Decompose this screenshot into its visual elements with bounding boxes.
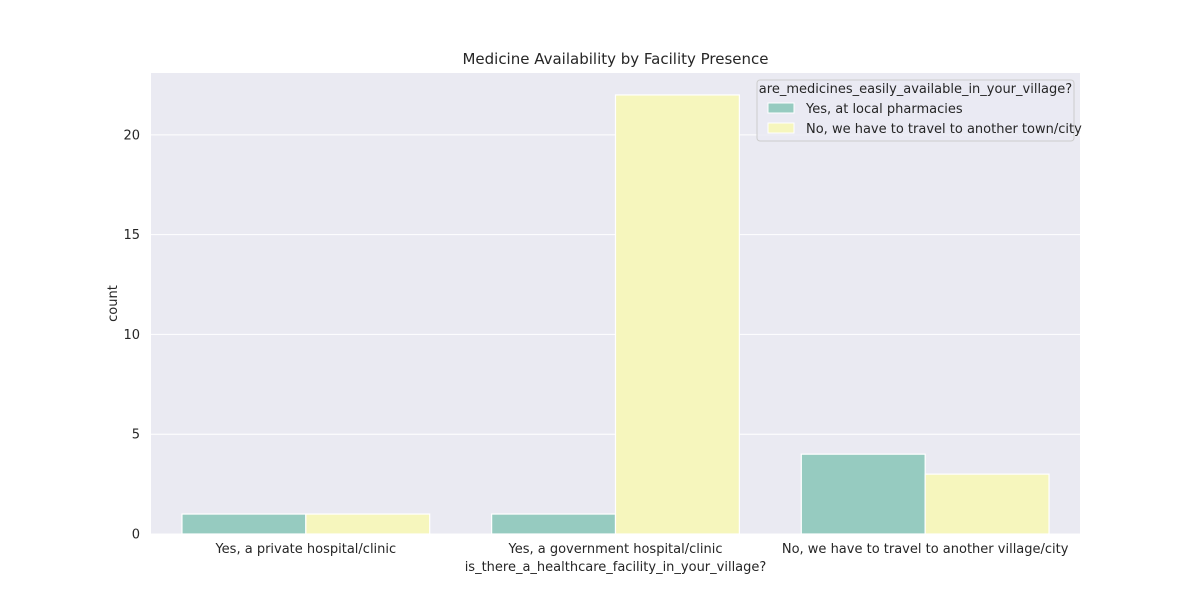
legend: are_medicines_easily_available_in_your_v… [756,79,1082,142]
y-tick-label: 10 [123,328,140,343]
legend-box [756,79,1075,142]
y-tick-label: 5 [132,428,140,443]
x-tick-labels: Yes, a private hospital/clinic Yes, a gov… [214,542,1068,557]
x-tick-label: Yes, a private hospital/clinic [214,542,396,557]
y-tick-label: 0 [132,528,140,543]
y-tick-labels: 0 5 10 15 20 [123,128,140,542]
legend-label-1: Yes, at local pharmacies [805,102,963,117]
bar [305,513,431,535]
legend-swatch-1 [767,102,795,114]
legend-swatch-2 [767,122,795,134]
legend-title: are_medicines_easily_available_in_your_v… [759,82,1072,97]
bar [181,513,307,535]
x-axis-label: is_there_a_healthcare_facility_in_your_v… [465,560,767,575]
x-tick-label: Yes, a government hospital/clinic [508,542,723,557]
chart-title: Medicine Availability by Facility Presen… [462,50,768,68]
y-tick-label: 20 [123,128,140,143]
bar [924,473,1050,535]
bar [800,453,926,535]
bar [491,513,617,535]
y-tick-label: 15 [123,228,140,243]
y-axis-label: count [106,285,121,322]
bars [181,94,1050,535]
legend-label-2: No, we have to travel to another town/ci… [806,122,1082,137]
bar [614,94,740,535]
x-tick-label: No, we have to travel to another village… [782,542,1069,557]
